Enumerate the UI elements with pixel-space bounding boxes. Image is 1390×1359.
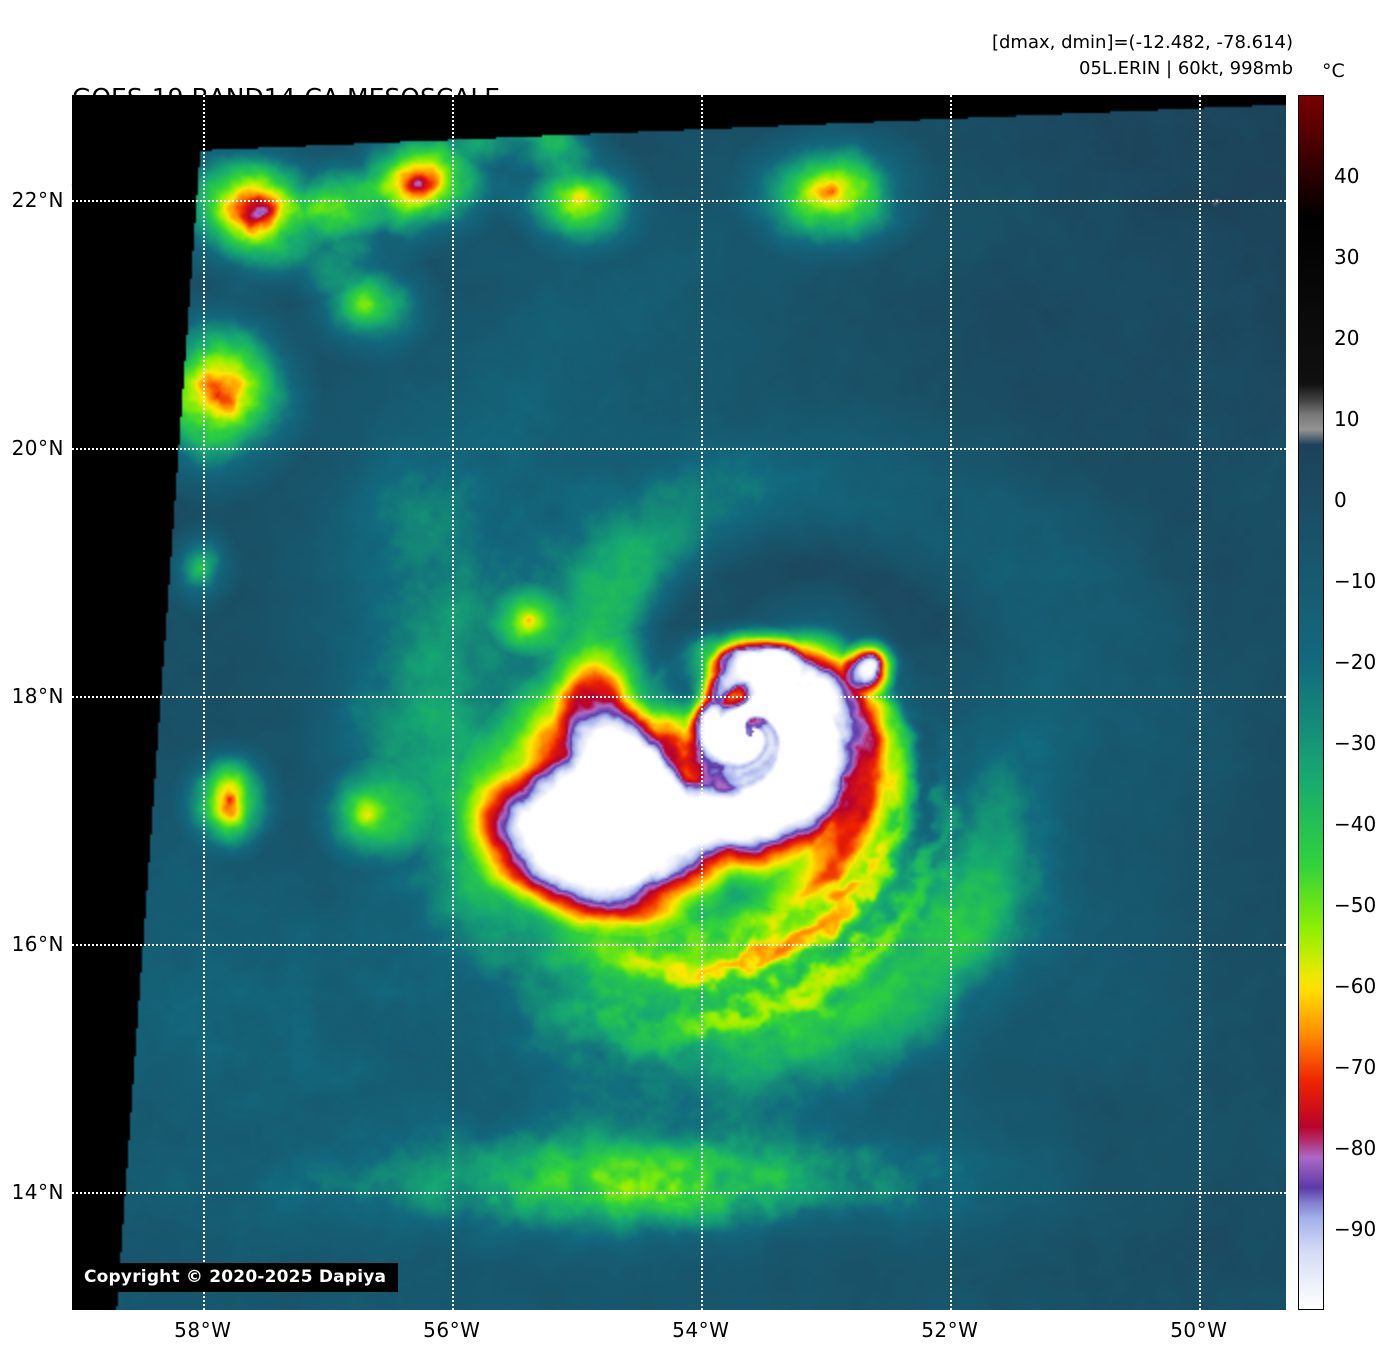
xtick-label: 54°W: [672, 1318, 730, 1342]
colorbar-tick: −50: [1334, 893, 1377, 917]
ytick-label: 20°N: [11, 436, 64, 461]
xtick-label: 50°W: [1170, 1318, 1228, 1342]
colorbar[interactable]: [1298, 95, 1324, 1310]
copyright-watermark: Copyright © 2020-2025 Dapiya: [72, 1263, 399, 1292]
xtick-label: 58°W: [174, 1318, 232, 1342]
colorbar-tick: −20: [1334, 650, 1377, 674]
ytick-label: 14°N: [11, 1180, 64, 1205]
ytick-label: 16°N: [11, 932, 64, 957]
header-meta-block: [dmax, dmin]=(-12.482, -78.614) 05L.ERIN…: [992, 30, 1293, 81]
colorbar-tick: −60: [1334, 974, 1377, 998]
ytick-label: 22°N: [11, 188, 64, 213]
colorbar-tick: −40: [1334, 812, 1377, 836]
colorbar-tick: −10: [1334, 569, 1377, 593]
colorbar-tick: 30: [1334, 245, 1360, 269]
colorbar-tick: −30: [1334, 731, 1377, 755]
colorbar-tick: 40: [1334, 164, 1360, 188]
satellite-ir-heatmap: [72, 95, 1286, 1310]
colorbar-tick: −90: [1334, 1217, 1377, 1241]
xtick-label: 52°W: [921, 1318, 979, 1342]
colorbar-gradient: [1299, 96, 1323, 1309]
satellite-image-plot[interactable]: Copyright © 2020-2025 Dapiya: [72, 95, 1286, 1310]
colorbar-unit-label: °C: [1322, 60, 1345, 82]
colorbar-tick: 10: [1334, 407, 1360, 431]
storm-info-label: 05L.ERIN | 60kt, 998mb: [1079, 57, 1293, 79]
colorbar-tick: −80: [1334, 1136, 1377, 1160]
xtick-label: 56°W: [423, 1318, 481, 1342]
colorbar-tick: 0: [1334, 488, 1347, 512]
ytick-label: 18°N: [11, 684, 64, 709]
colorbar-tick: −70: [1334, 1055, 1377, 1079]
colorbar-tick: 20: [1334, 326, 1360, 350]
data-minmax-label: [dmax, dmin]=(-12.482, -78.614): [991, 32, 1293, 53]
